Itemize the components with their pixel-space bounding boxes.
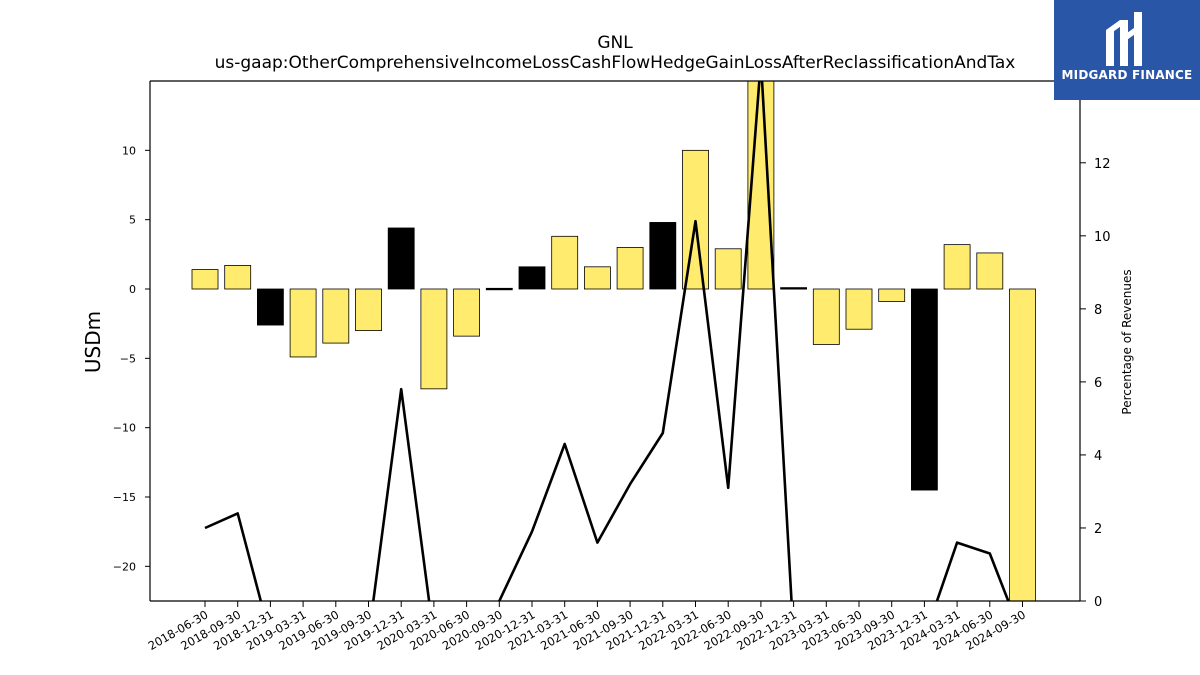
bar [453,288,481,337]
chart-title: GNL [597,33,633,53]
y-axis-label: USDm [81,311,105,373]
bar [682,149,709,290]
bar [289,288,317,358]
y2-tick-label: 10 [1094,230,1111,245]
bar-group [191,81,1036,601]
bar [845,288,873,330]
bar [224,265,252,290]
bar [387,227,415,290]
bar [518,266,546,290]
axes: −20−15−10−505100246810122018-06-302018-0… [113,80,1111,653]
bar [943,244,971,290]
bar [322,288,350,344]
y-tick-label: −20 [113,560,136,573]
bar [649,222,677,290]
y-tick-label: −10 [113,422,136,435]
bar [191,269,219,290]
bar [584,266,611,290]
chart-subtitle: us-gaap:OtherComprehensiveIncomeLossCash… [215,53,1016,73]
logo-text: MIDGARD FINANCE [1061,68,1193,82]
y2-tick-label: 12 [1094,157,1111,172]
bar [355,288,382,331]
bar [256,288,284,326]
y-tick-label: 0 [129,283,136,296]
bar [420,288,448,390]
bar [812,288,840,345]
y2-tick-label: 2 [1094,522,1102,537]
y2-tick-label: 8 [1094,303,1102,318]
bar [780,287,807,290]
y2-tick-label: 4 [1094,449,1102,464]
y-tick-label: −5 [120,352,136,365]
revenue-pct-line [204,81,1010,601]
bar [714,248,742,290]
y2-tick-label: 0 [1094,595,1102,610]
line-group [204,81,1010,601]
bar [878,288,906,302]
y2-axis-label: Percentage of Revenues [1120,269,1134,414]
bar [485,287,513,291]
y-tick-label: 5 [129,214,136,227]
bar [976,252,1004,290]
brand-logo: MIDGARD FINANCE [1054,0,1200,100]
bar [1009,288,1036,601]
bar [911,288,938,491]
bar [616,246,644,290]
y-tick-label: −15 [113,491,136,504]
bar [551,235,579,290]
logo-mark-icon [1106,12,1142,66]
y-tick-label: 10 [122,144,136,157]
y2-tick-label: 6 [1094,376,1102,391]
